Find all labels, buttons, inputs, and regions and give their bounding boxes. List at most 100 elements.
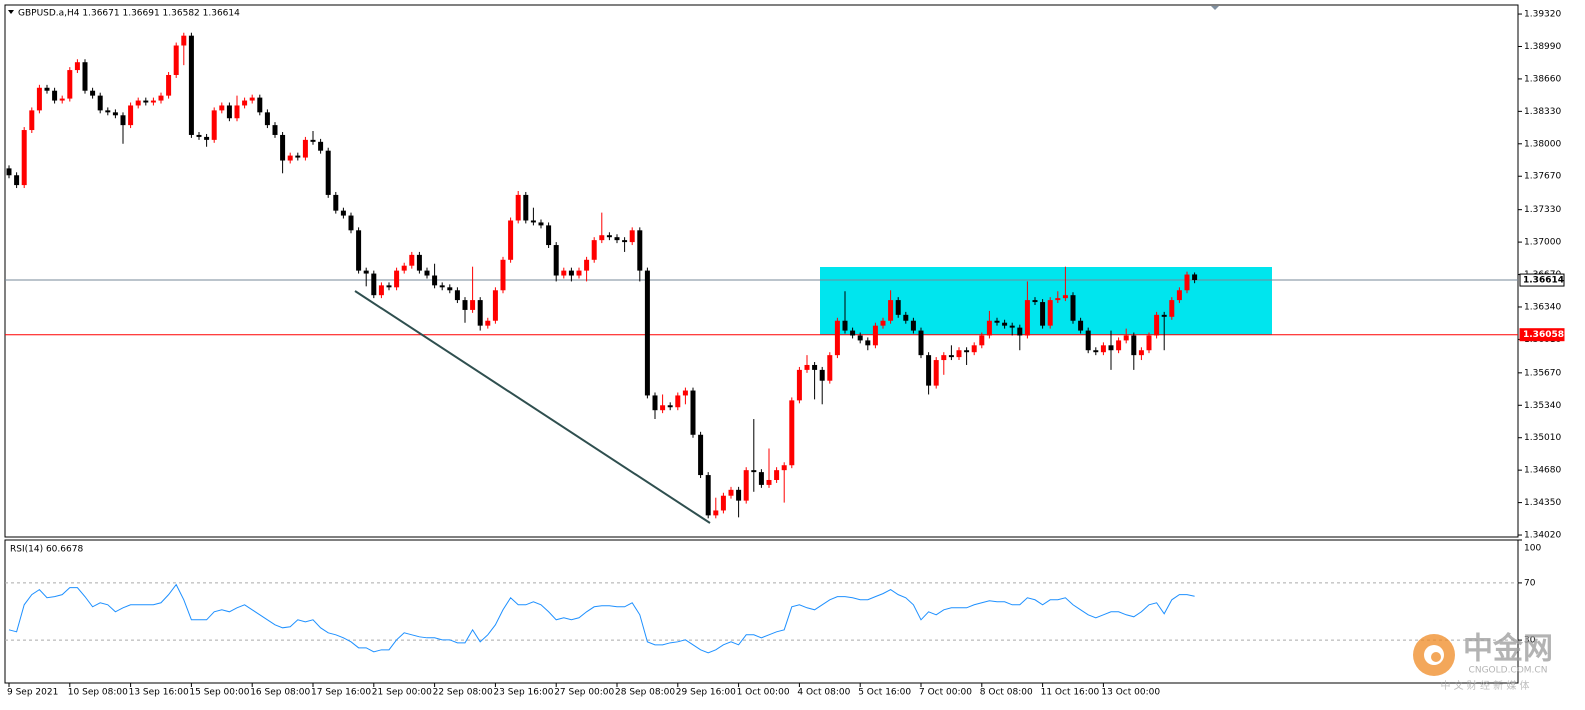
candle-body — [226, 105, 232, 119]
candle-body — [1085, 330, 1091, 351]
watermark-logo-dot — [1431, 652, 1441, 662]
candle-body — [986, 320, 992, 336]
x-tick-label: 10 Sep 08:00 — [68, 688, 128, 698]
candle-body — [736, 489, 742, 501]
candle-body — [97, 95, 103, 111]
y-tick-label: 1.38660 — [1524, 74, 1561, 84]
x-tick-label: 9 Sep 2021 — [7, 688, 58, 698]
y-tick-label: 1.37670 — [1524, 172, 1561, 182]
axis-layer: 1.39320 1.38990 1.38660 1.38330 1.38000 1.376… — [7, 10, 1565, 698]
price-layer — [5, 32, 1518, 654]
x-tick-label: 13 Oct 00:00 — [1101, 688, 1160, 698]
candle-body — [804, 364, 810, 370]
candle-body — [933, 360, 939, 386]
candle-body — [67, 70, 73, 99]
x-tick-label: 5 Oct 16:00 — [858, 688, 911, 698]
y-tick-label: 1.37330 — [1524, 205, 1561, 215]
candle-body — [629, 230, 635, 243]
candle-body — [614, 237, 620, 241]
candle-body — [652, 395, 658, 411]
candle-body — [59, 98, 65, 101]
candle-body — [796, 369, 802, 401]
candle-body — [302, 139, 308, 158]
x-tick-label: 15 Sep 00:00 — [189, 688, 249, 698]
candle-body — [492, 290, 498, 321]
x-tick-label: 7 Oct 00:00 — [919, 688, 972, 698]
candle-body — [166, 74, 172, 96]
candle-body — [591, 240, 597, 260]
candle-body — [660, 405, 666, 411]
candle-body — [424, 270, 430, 276]
candle-body — [781, 465, 787, 471]
candle-body — [1176, 290, 1182, 301]
candle-body — [264, 112, 270, 126]
candle-body — [1093, 350, 1099, 353]
candle-body — [538, 222, 544, 226]
candle-body — [850, 330, 856, 336]
candle-body — [454, 290, 460, 301]
candle-body — [606, 235, 612, 238]
candle-body — [150, 100, 156, 103]
candle-body — [637, 230, 643, 271]
candle-body — [310, 139, 316, 142]
candle-body — [690, 390, 696, 435]
y-tick-label: 1.35340 — [1524, 401, 1561, 411]
x-tick-label: 16 Sep 08:00 — [250, 688, 310, 698]
candle-body — [698, 434, 704, 476]
candle-body — [971, 345, 977, 353]
candle-body — [713, 510, 719, 516]
rsi-line — [8, 583, 1195, 654]
trend-line — [354, 290, 711, 524]
x-tick-label: 1 Oct 00:00 — [737, 688, 790, 698]
candle-body — [105, 110, 111, 113]
candle-body — [333, 194, 339, 211]
rsi-y-tick-label: 100 — [1524, 544, 1541, 554]
candle-body — [219, 105, 225, 111]
candle-body — [743, 470, 749, 501]
watermark-slogan: 中 文 财 经 新 媒 体 — [1440, 679, 1529, 692]
candle-body — [295, 155, 301, 158]
candle-body — [553, 245, 559, 276]
candle-body — [112, 112, 118, 116]
candle-body — [181, 35, 187, 46]
candle-body — [249, 97, 255, 101]
x-tick-label: 28 Sep 08:00 — [615, 688, 675, 698]
candle-body — [21, 130, 27, 186]
price-level-label: 1.36614 — [1523, 276, 1564, 286]
candle-body — [1100, 345, 1106, 353]
candle-body — [834, 320, 840, 356]
candle-body — [1108, 345, 1114, 351]
candle-body — [888, 300, 894, 321]
candle-body — [1123, 335, 1129, 341]
candle-body — [1138, 350, 1144, 356]
candle-body — [1078, 320, 1084, 331]
candle-body — [644, 270, 650, 396]
rsi-y-tick-label: 30 — [1524, 636, 1536, 646]
candle-body — [948, 355, 954, 358]
y-tick-label: 1.34350 — [1524, 498, 1561, 508]
candle-body — [447, 287, 453, 291]
candle-body — [774, 470, 780, 480]
candle-body — [36, 87, 42, 111]
candle-body — [728, 489, 734, 496]
candle-body — [128, 105, 134, 126]
candle-body — [568, 270, 574, 276]
candle-body — [378, 285, 384, 296]
candle-body — [622, 240, 628, 243]
candle-body — [789, 400, 795, 466]
candle-body — [401, 265, 407, 271]
candle-body — [926, 355, 932, 386]
candle-body — [530, 220, 536, 223]
candle-body — [1154, 314, 1160, 336]
x-tick-label: 13 Sep 16:00 — [129, 688, 189, 698]
candle-body — [1184, 274, 1190, 291]
candle-body — [1070, 295, 1076, 321]
candle-body — [257, 97, 263, 113]
candle-body — [751, 470, 757, 473]
shift-marker — [1211, 6, 1219, 10]
price-level-box — [1519, 273, 1565, 287]
rsi-y-tick-label: 70 — [1524, 578, 1536, 588]
range-rectangle — [820, 267, 1272, 335]
